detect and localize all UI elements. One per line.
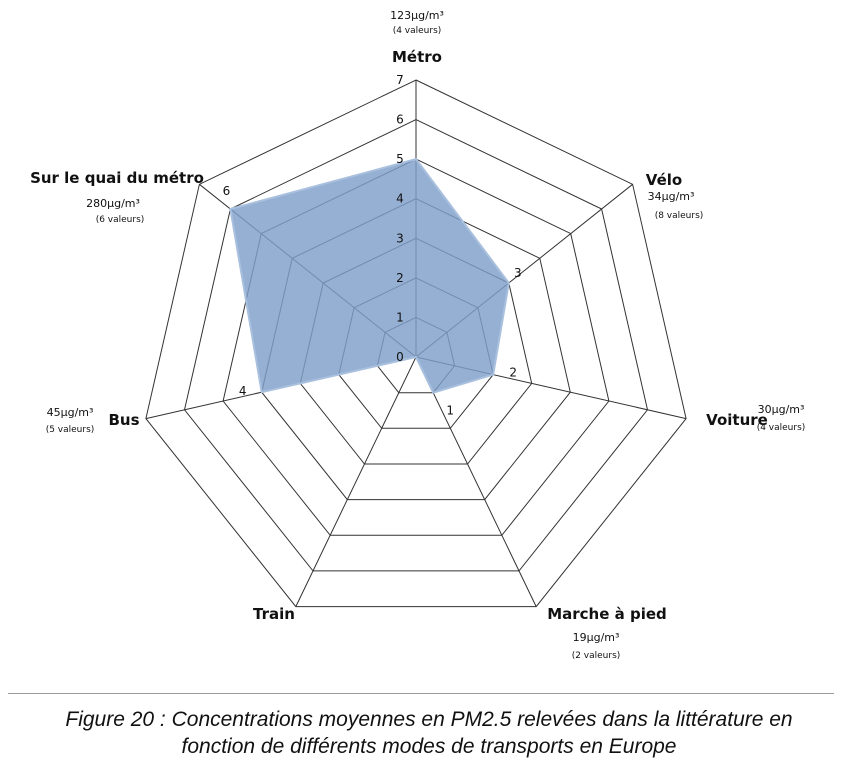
tick-label-6: 6: [396, 113, 404, 127]
axis-label-5: Train: [253, 605, 295, 623]
tick-label-1: 1: [396, 310, 404, 324]
axis-concentration-4: 19µg/m³: [573, 631, 620, 644]
axis-concentration-7: 280µg/m³: [86, 197, 140, 210]
spoke-4: [415, 356, 537, 607]
axis-count-4: (2 valeurs): [572, 651, 621, 661]
figure-caption: Figure 20 : Concentrations moyennes en P…: [0, 706, 858, 760]
axis-concentration-6: 45µg/m³: [47, 406, 94, 419]
radar-series: [229, 158, 510, 394]
axis-label-7: Sur le quai du métro: [30, 169, 204, 187]
tick-label-4: 4: [396, 192, 404, 206]
axis-label-6: Bus: [108, 411, 139, 429]
caption-line-2: fonction de différents modes de transpor…: [181, 735, 677, 758]
radar-tick-labels: 0 1 2 3 4 5 6 7: [396, 73, 404, 364]
value-label-3: 2: [509, 366, 517, 380]
axis-concentration-2: 34µg/m³: [648, 190, 695, 203]
series-area: [229, 158, 510, 394]
axis-count-6: (5 valeurs): [46, 425, 95, 435]
axis-count-2: (8 valeurs): [655, 211, 704, 221]
axis-label-1: Métro: [392, 48, 442, 66]
axis-label-2: Vélo: [646, 171, 682, 189]
radar-value-labels: 3 2 1 4 6: [223, 184, 522, 418]
axis-concentration-3: 30µg/m³: [758, 403, 805, 416]
tick-label-5: 5: [396, 152, 404, 166]
value-label-2: 3: [514, 266, 522, 280]
axis-count-3: (4 valeurs): [757, 423, 806, 433]
axis-count-7: (6 valeurs): [96, 215, 145, 225]
caption-line-1: Figure 20 : Concentrations moyennes en P…: [65, 708, 793, 731]
tick-label-2: 2: [396, 271, 404, 285]
grid-ring-7: [145, 79, 687, 608]
axis-concentration-1: 123µg/m³: [390, 9, 444, 22]
value-label-4: 1: [446, 404, 454, 418]
tick-label-3: 3: [396, 231, 404, 245]
tick-label-0: 0: [396, 350, 404, 364]
value-label-7: 6: [223, 184, 231, 198]
axis-count-1: (4 valeurs): [393, 26, 442, 36]
caption-divider: [8, 693, 834, 694]
tick-label-7: 7: [396, 73, 404, 87]
axis-label-3: Voiture: [706, 411, 768, 429]
spoke-5: [295, 356, 417, 607]
value-label-6: 4: [239, 384, 247, 398]
axis-label-4: Marche à pied: [547, 605, 667, 623]
grid-ring-6: [183, 119, 649, 572]
